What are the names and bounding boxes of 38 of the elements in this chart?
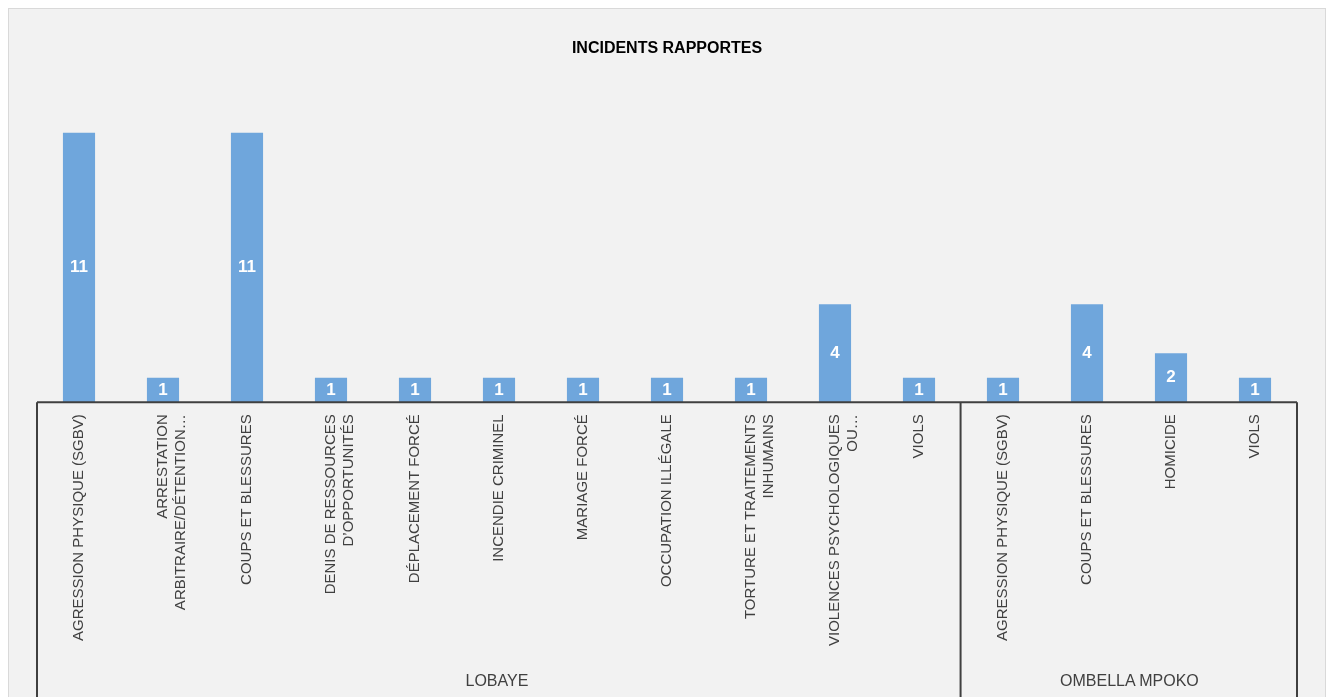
data-label: 1	[998, 379, 1008, 399]
x-tick-label: TORTURE ET TRAITEMENTS INHUMAINS	[741, 414, 777, 620]
x-tick-label: INCENDIE CRIMINEL	[489, 414, 507, 562]
x-tick-label: COUPS ET BLESSURES	[1077, 414, 1095, 585]
data-label: 4	[1082, 342, 1093, 362]
data-label: 1	[410, 379, 420, 399]
bar	[230, 132, 264, 403]
x-tick-label: DÉPLACEMENT FORCÉ	[405, 414, 423, 584]
data-label: 1	[662, 379, 672, 399]
bar	[62, 132, 96, 403]
x-tick-label: VIOLENCES PSYCHOLOGIQUES OU…	[825, 414, 861, 646]
bar	[1154, 353, 1188, 403]
x-tick-label: COUPS ET BLESSURES	[237, 414, 255, 585]
data-label: 4	[830, 342, 841, 362]
x-tick-label: ARRESTATION ARBITRAIRE/DÉTENTION…	[153, 414, 189, 611]
bar	[1070, 304, 1104, 403]
text: OMBELLA MPOKO	[1060, 672, 1199, 690]
x-tick-label: HOMICIDE	[1161, 414, 1179, 490]
data-label: 1	[494, 379, 504, 399]
data-label: 1	[914, 379, 924, 399]
x-tick-label: VIOLS	[1245, 414, 1263, 459]
data-label: 1	[746, 379, 756, 399]
data-label: 11	[238, 257, 256, 277]
bar	[818, 304, 852, 403]
chart-title: INCIDENTS RAPPORTES	[571, 39, 763, 57]
data-label: 1	[326, 379, 336, 399]
x-tick-label: DENIS DE RESSOURCES D’OPPORTUNITÉS	[321, 414, 357, 595]
data-label: 1	[1250, 379, 1260, 399]
x-tick-label: MARIAGE FORCÉ	[573, 414, 591, 541]
data-label: 1	[158, 379, 168, 399]
text: LOBAYE	[465, 672, 529, 690]
data-label: 2	[1166, 367, 1176, 387]
x-tick-label: AGRESSION PHYSIQUE (SGBV)	[993, 414, 1011, 641]
x-tick-label: OCCUPATION ILLÉGALE	[657, 414, 675, 588]
x-tick-label: AGRESSION PHYSIQUE (SGBV)	[69, 414, 87, 641]
data-label: 1	[578, 379, 588, 399]
x-tick-label: VIOLS	[909, 414, 927, 459]
data-label: 11	[70, 257, 88, 277]
